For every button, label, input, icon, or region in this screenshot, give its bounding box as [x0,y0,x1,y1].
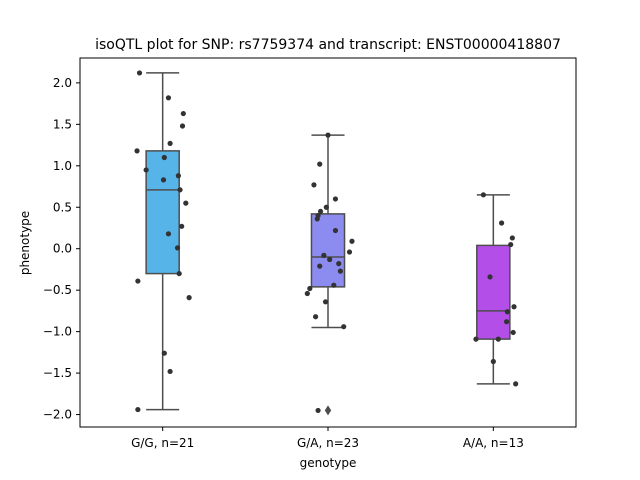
data-point [135,278,141,284]
data-point [317,161,323,167]
data-point [349,238,355,244]
data-point [179,223,185,229]
y-tick-label: −1.0 [43,325,72,339]
y-axis-label: phenotype [18,211,32,275]
box [310,213,346,288]
data-point [134,148,140,154]
data-point [177,187,183,193]
y-tick-label: 0.5 [53,200,72,214]
data-point [510,329,516,336]
data-point [317,263,323,269]
data-point [161,350,167,356]
data-point [317,208,324,215]
y-tick-label: −1.5 [43,366,72,380]
data-point [487,274,493,280]
data-point [508,241,514,248]
y-tick-label: −2.0 [43,408,72,422]
chart-title: isoQTL plot for SNP: rs7759374 and trans… [95,37,561,53]
data-point [143,167,149,173]
data-point [165,231,172,237]
x-axis-label: genotype [300,456,357,470]
data-point [325,132,331,138]
data-point [176,270,182,277]
data-point [313,314,319,320]
data-point [346,249,353,255]
data-point [490,358,496,365]
data-point [304,290,310,297]
data-point [495,336,501,342]
data-point [323,204,329,210]
data-point [314,216,320,222]
data-point [503,319,510,325]
data-point [341,324,347,330]
data-point [307,285,313,292]
data-point [183,200,189,206]
data-point [322,299,329,305]
data-point [327,256,333,263]
data-point [332,196,339,202]
data-point [160,177,167,183]
data-point [336,261,342,267]
data-point [167,140,173,147]
y-tick-label: −0.5 [43,283,72,297]
x-tick-label: G/G, n=21 [131,436,194,450]
data-point [186,295,192,301]
plot-area: −2.0 −1.5 −1.0 −0.5 0.0 0.5 1.0 1.5 2.0 G/G, n=21… [43,57,577,450]
data-point [511,304,517,310]
data-point [311,182,317,188]
data-point [161,154,167,161]
data-point [135,406,141,413]
data-point [513,381,519,387]
x-tick-label: G/A, n=23 [297,436,359,450]
data-point [473,336,479,342]
data-point [480,192,487,198]
data-point [165,95,172,101]
data-point [315,407,321,414]
data-point [175,173,181,179]
data-point [337,268,343,274]
y-tick-label: 2.0 [53,76,72,90]
outlier-marker [324,405,332,416]
data-point [331,282,337,288]
data-point [167,368,173,375]
data-point [509,235,515,241]
data-point [179,123,186,129]
box [145,150,180,275]
y-tick-label: 0.0 [53,242,72,256]
data-point [321,252,327,258]
box [476,244,511,340]
data-point [499,220,505,226]
y-tick-label: 1.5 [53,117,72,131]
x-tick-label: A/A, n=13 [463,436,524,450]
data-point [504,309,510,315]
data-point [180,110,186,117]
data-point [174,245,181,251]
data-point [136,70,143,76]
data-point [332,227,339,234]
y-tick-label: 1.0 [53,159,72,173]
